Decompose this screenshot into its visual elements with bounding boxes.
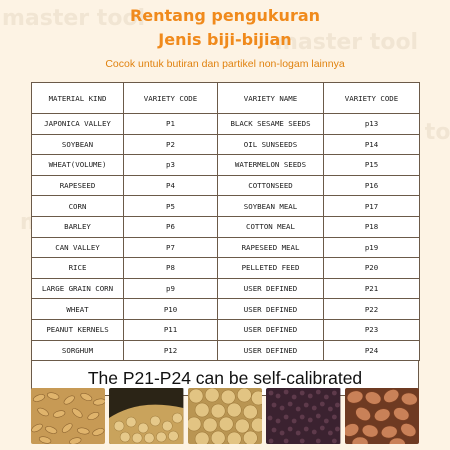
variety-code-2-cell: P15 [323,154,420,176]
material-kind-cell: CORN [31,195,124,217]
variety-name-cell: USER DEFINED [217,339,324,362]
variety-name-cell: PELLETED FEED [217,257,324,279]
variety-code-cell: P7 [123,236,218,259]
column-header-material-kind: MATERIAL KIND [31,82,124,114]
variety-code-cell: P5 [123,195,218,217]
table-row: CAN VALLEY P7 RAPESEED MEAL p19 [31,236,420,259]
column-header-variety-code: VARIETY CODE [123,82,218,114]
variety-code-2-cell: P22 [323,298,420,320]
peanut-kernels-photo [344,388,420,444]
material-kind-cell: PEANUT KERNELS [31,318,124,341]
variety-code-cell: p3 [123,154,218,176]
material-kind-cell: SORGHUM [31,339,124,362]
material-kind-cell: BARLEY [31,215,124,238]
table-row: SORGHUM P12 USER DEFINED P24 [31,339,420,362]
material-kind-cell: WHEAT [31,298,124,320]
soybeans-photo [109,388,184,444]
page-description: Cocok untuk butiran dan partikel non-log… [105,58,345,70]
variety-name-cell: USER DEFINED [217,318,324,341]
table-row: RICE P8 PELLETED FEED P20 [31,257,420,279]
variety-name-cell: COTTON MEAL [217,215,324,238]
table-header-row: MATERIAL KIND VARIETY CODE VARIETY NAME … [31,82,420,114]
variety-code-2-cell: P17 [323,195,420,217]
table-row: WHEAT(VOLUME) p3 WATERMELON SEEDS P15 [31,154,420,176]
variety-code-2-cell: P24 [323,339,420,362]
variety-name-cell: USER DEFINED [217,298,324,320]
variety-code-2-cell: P14 [323,133,420,156]
table-row: WHEAT P10 USER DEFINED P22 [31,298,420,320]
variety-code-cell: P8 [123,257,218,279]
page-title: Rentang pengukuran [129,6,321,25]
variety-code-cell: P4 [123,174,218,197]
variety-code-cell: P6 [123,215,218,238]
table-row: CORN P5 SOYBEAN MEAL P17 [31,195,420,217]
page-subtitle-heading: Jenis biji-bijian [158,30,292,49]
material-kind-cell: RICE [31,257,124,279]
column-header-variety-code-2: VARIETY CODE [323,82,420,114]
variety-code-cell: P12 [123,339,218,362]
variety-code-2-cell: P18 [323,215,420,238]
variety-code-2-cell: p19 [323,236,420,259]
table-row: LARGE GRAIN CORN p9 USER DEFINED P21 [31,277,420,300]
material-kind-cell: JAPONICA VALLEY [31,113,124,135]
wheat-grains-photo [31,388,106,444]
variety-code-2-cell: P21 [323,277,420,300]
soybeans-closeup-photo [187,388,263,444]
column-header-variety-name: VARIETY NAME [217,82,324,114]
variety-code-cell: P10 [123,298,218,320]
material-kind-cell: CAN VALLEY [31,236,124,259]
rapeseed-photo [266,388,341,444]
variety-code-2-cell: P20 [323,257,420,279]
table-row: PEANUT KERNELS P11 USER DEFINED P23 [31,318,420,341]
table-row: RAPESEED P4 COTTONSEED P16 [31,174,420,197]
variety-name-cell: WATERMELON SEEDS [217,154,324,176]
variety-code-cell: p9 [123,277,218,300]
variety-name-cell: OIL SUNSEEDS [217,133,324,156]
variety-code-2-cell: P16 [323,174,420,197]
variety-name-cell: BLACK SESAME SEEDS [217,113,324,135]
grain-variety-table: MATERIAL KIND VARIETY CODE VARIETY NAME … [31,82,420,362]
variety-name-cell: USER DEFINED [217,277,324,300]
variety-name-cell: SOYBEAN MEAL [217,195,324,217]
material-kind-cell: RAPESEED [31,174,124,197]
table-row: SOYBEAN P2 OIL SUNSEEDS P14 [31,133,420,156]
material-kind-cell: LARGE GRAIN CORN [31,277,124,300]
variety-name-cell: COTTONSEED [217,174,324,197]
table-row: JAPONICA VALLEY P1 BLACK SESAME SEEDS p13 [31,113,420,135]
variety-name-cell: RAPESEED MEAL [217,236,324,259]
variety-code-cell: P11 [123,318,218,341]
grain-variety-table-container: MATERIAL KIND VARIETY CODE VARIETY NAME … [31,82,420,397]
grain-photo-strip [31,388,420,444]
variety-code-2-cell: p13 [323,113,420,135]
variety-code-cell: P2 [123,133,218,156]
table-body: JAPONICA VALLEY P1 BLACK SESAME SEEDS p13 SO… [31,113,420,362]
variety-code-2-cell: P23 [323,318,420,341]
variety-code-cell: P1 [123,113,218,135]
material-kind-cell: SOYBEAN [31,133,124,156]
material-kind-cell: WHEAT(VOLUME) [31,154,124,176]
table-row: BARLEY P6 COTTON MEAL P18 [31,215,420,238]
